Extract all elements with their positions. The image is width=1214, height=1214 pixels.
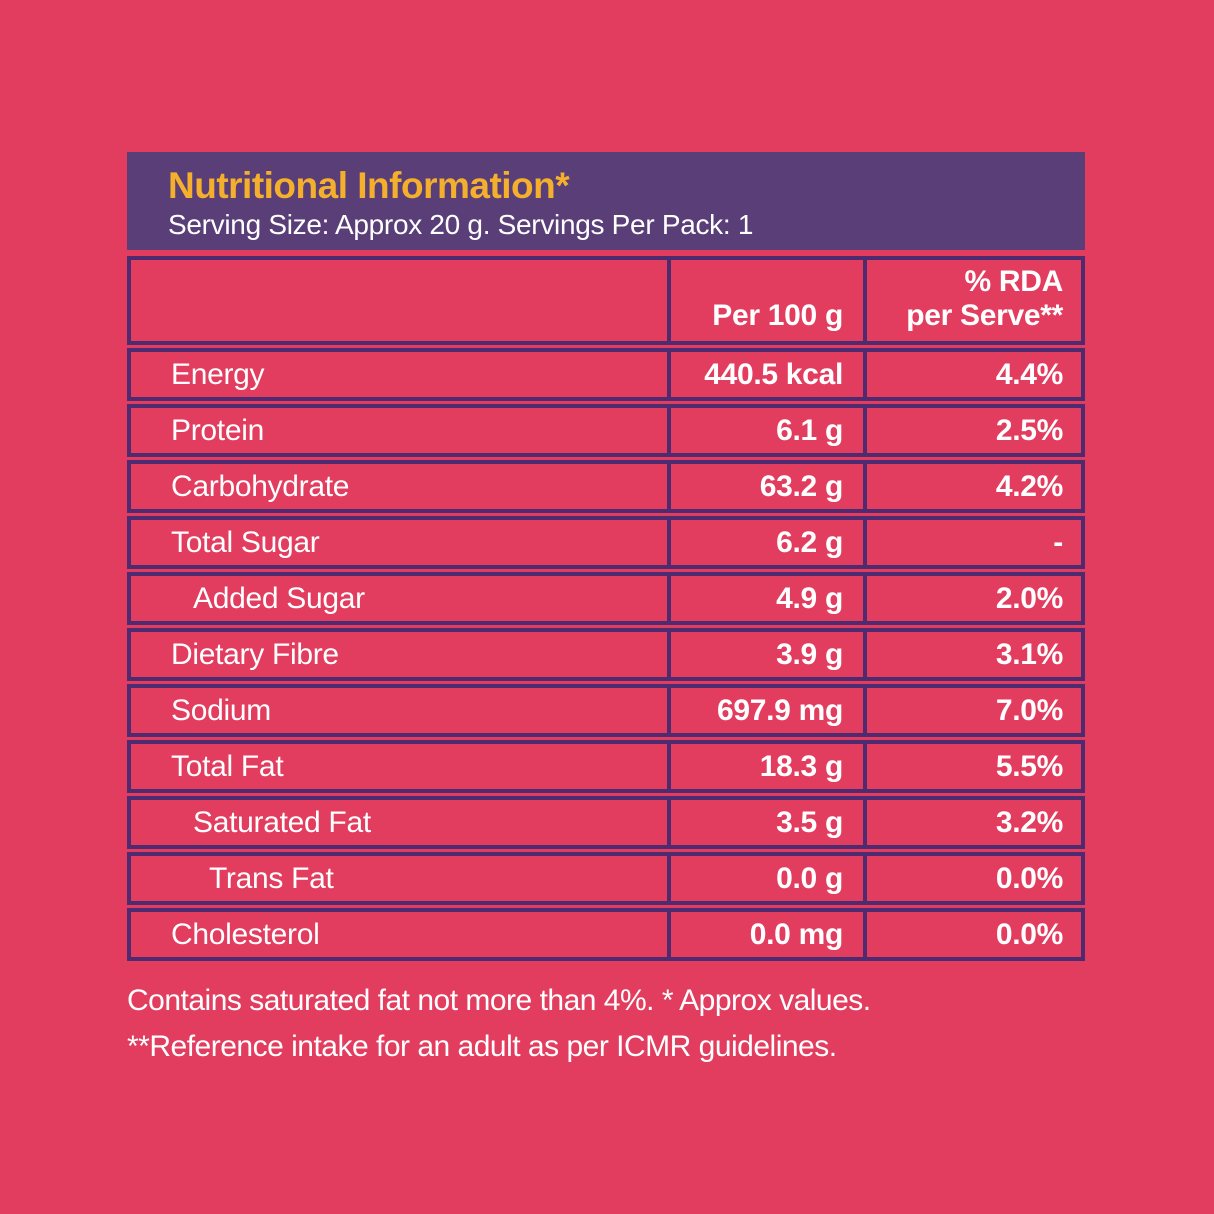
column-header-nutrient xyxy=(131,260,667,341)
rda-per-serve-value: 0.0% xyxy=(863,912,1081,957)
nutrient-label: Cholesterol xyxy=(171,917,320,951)
footnote-line-1: Contains saturated fat not more than 4%.… xyxy=(127,984,871,1017)
nutrient-label: Trans Fat xyxy=(209,861,334,895)
rda-per-serve-value: 5.5% xyxy=(863,744,1081,789)
table-row: Carbohydrate 63.2 g 4.2% xyxy=(127,460,1085,513)
per-100g-value: 697.9 mg xyxy=(667,688,863,733)
table-row: Added Sugar 4.9 g 2.0% xyxy=(127,572,1085,625)
rda-per-serve-value: 3.2% xyxy=(863,800,1081,845)
footnote-line-2: **Reference intake for an adult as per I… xyxy=(127,1030,837,1063)
table-row: Sodium 697.9 mg 7.0% xyxy=(127,684,1085,737)
per-100g-value: 6.2 g xyxy=(667,520,863,565)
panel-header: Nutritional Information* Serving Size: A… xyxy=(127,152,1085,250)
rda-per-serve-value: 7.0% xyxy=(863,688,1081,733)
rda-per-serve-value: 4.2% xyxy=(863,464,1081,509)
per-100g-value: 3.5 g xyxy=(667,800,863,845)
per-100g-value: 63.2 g xyxy=(667,464,863,509)
column-header-per-100g: Per 100 g xyxy=(667,260,863,341)
nutrient-label: Added Sugar xyxy=(193,581,365,615)
footnotes: Contains saturated fat not more than 4%.… xyxy=(127,978,1085,1070)
table-row: Dietary Fibre 3.9 g 3.1% xyxy=(127,628,1085,681)
nutrient-label: Saturated Fat xyxy=(193,805,371,839)
column-header-rda-line2: per Serve** xyxy=(906,299,1063,332)
per-100g-value: 0.0 mg xyxy=(667,912,863,957)
serving-size-text: Serving Size: Approx 20 g. Servings Per … xyxy=(168,209,754,240)
per-100g-value: 6.1 g xyxy=(667,408,863,453)
per-100g-value: 440.5 kcal xyxy=(667,352,863,397)
page-title: Nutritional Information* xyxy=(168,165,570,206)
nutrition-table-body: Energy 440.5 kcal 4.4% Protein 6.1 g 2.5% Carb… xyxy=(127,348,1085,961)
per-100g-value: 0.0 g xyxy=(667,856,863,901)
table-header-row: Per 100 g % RDA per Serve** xyxy=(127,256,1085,345)
nutrient-label: Energy xyxy=(171,357,265,391)
table-row: Energy 440.5 kcal 4.4% xyxy=(127,348,1085,401)
table-row: Trans Fat 0.0 g 0.0% xyxy=(127,852,1085,905)
nutrition-table: Per 100 g % RDA per Serve** Energy 440.5 … xyxy=(127,256,1085,961)
per-100g-value: 3.9 g xyxy=(667,632,863,677)
rda-per-serve-value: - xyxy=(863,520,1081,565)
nutrient-label: Sodium xyxy=(171,693,271,727)
nutrient-label: Carbohydrate xyxy=(171,469,350,503)
table-row: Saturated Fat 3.5 g 3.2% xyxy=(127,796,1085,849)
nutrient-label: Total Sugar xyxy=(171,525,320,559)
rda-per-serve-value: 3.1% xyxy=(863,632,1081,677)
rda-per-serve-value: 2.5% xyxy=(863,408,1081,453)
table-row: Protein 6.1 g 2.5% xyxy=(127,404,1085,457)
nutrient-label: Total Fat xyxy=(171,749,284,783)
table-row: Total Sugar 6.2 g- xyxy=(127,516,1085,569)
nutrition-panel: Nutritional Information* Serving Size: A… xyxy=(127,152,1085,1070)
nutrient-label: Protein xyxy=(171,413,264,447)
column-header-rda-line1: % RDA xyxy=(964,265,1063,298)
per-100g-value: 18.3 g xyxy=(667,744,863,789)
rda-per-serve-value: 0.0% xyxy=(863,856,1081,901)
nutrient-label: Dietary Fibre xyxy=(171,637,339,671)
rda-per-serve-value: 4.4% xyxy=(863,352,1081,397)
table-row: Total Fat 18.3 g 5.5% xyxy=(127,740,1085,793)
column-header-rda: % RDA per Serve** xyxy=(863,260,1081,341)
per-100g-value: 4.9 g xyxy=(667,576,863,621)
rda-per-serve-value: 2.0% xyxy=(863,576,1081,621)
table-row: Cholesterol 0.0 mg 0.0% xyxy=(127,908,1085,961)
